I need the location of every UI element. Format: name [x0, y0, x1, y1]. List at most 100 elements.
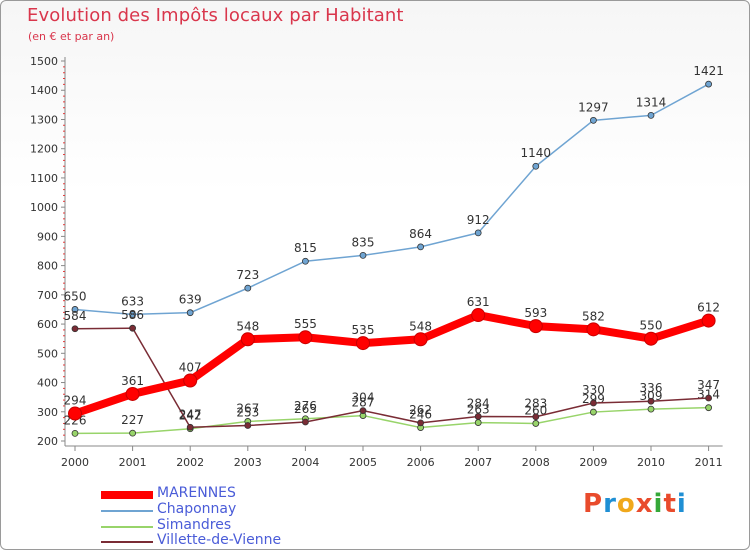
- data-point: [590, 399, 597, 407]
- y-tick-label: 1200: [30, 143, 58, 156]
- data-label: 593: [524, 306, 547, 320]
- data-label: 555: [294, 317, 317, 331]
- data-label: 912: [467, 213, 490, 227]
- chart-subtitle: (en € et par an): [28, 30, 115, 43]
- y-tick-label: 900: [37, 230, 58, 243]
- data-point: [186, 309, 194, 317]
- data-point: [528, 319, 543, 334]
- data-label: 246: [409, 408, 432, 422]
- series-line-simandres: [74, 406, 710, 435]
- x-tick-label: 2001: [119, 456, 147, 469]
- data-label: 263: [467, 403, 490, 417]
- data-label: 639: [179, 293, 202, 307]
- data-label: 347: [697, 378, 720, 392]
- data-label: 253: [236, 406, 259, 420]
- data-point: [301, 257, 309, 265]
- data-label: 1314: [636, 95, 667, 109]
- logo-letter: x: [635, 489, 654, 519]
- data-point: [705, 394, 712, 402]
- data-point: [186, 423, 194, 431]
- data-label: 262: [409, 403, 432, 417]
- legend-label: Simandres: [157, 517, 232, 533]
- data-point: [647, 405, 655, 413]
- data-point: [647, 397, 655, 405]
- legend-label: MARENNES: [157, 485, 236, 501]
- y-tick-label: 1300: [30, 113, 58, 126]
- chart-title: Evolution des Impôts locaux par Habitant: [27, 5, 404, 26]
- data-label: 550: [640, 319, 663, 333]
- data-label: 1297: [578, 100, 609, 114]
- data-label: 267: [236, 401, 259, 415]
- data-label: 330: [582, 383, 605, 397]
- y-tick-label: 1400: [30, 84, 58, 97]
- data-point: [71, 325, 79, 333]
- y-tick-label: 200: [37, 435, 58, 448]
- data-label: 584: [64, 309, 87, 323]
- data-point: [71, 306, 79, 313]
- data-point: [298, 330, 313, 345]
- data-label: 815: [294, 241, 317, 255]
- data-point: [68, 406, 82, 421]
- data-label: 1421: [693, 64, 724, 78]
- data-point: [244, 284, 252, 292]
- data-label: 304: [352, 391, 375, 405]
- data-point: [532, 162, 540, 170]
- data-point: [244, 422, 252, 429]
- series-line-villette-de-vienne: [74, 327, 710, 429]
- data-label: 283: [524, 397, 547, 411]
- series-line-marennes: [71, 311, 713, 418]
- data-point: [474, 229, 482, 237]
- series-line-chaponnay: [74, 83, 710, 316]
- x-tick-label: 2010: [637, 456, 665, 469]
- y-tick-label: 800: [37, 260, 58, 273]
- data-point: [532, 413, 540, 421]
- data-label: 287: [352, 396, 375, 410]
- data-point: [301, 418, 309, 426]
- logo-letter: P: [583, 489, 604, 519]
- data-label: 265: [294, 402, 317, 416]
- x-tick-label: 2007: [464, 456, 492, 469]
- data-label: 294: [64, 394, 87, 408]
- data-point: [647, 111, 655, 119]
- data-label: 336: [640, 381, 663, 395]
- data-point: [359, 407, 367, 415]
- y-tick-label: 500: [37, 347, 58, 360]
- data-point: [590, 408, 597, 416]
- data-label: 835: [352, 235, 375, 249]
- data-point: [183, 373, 198, 388]
- x-tick-label: 2008: [522, 456, 550, 469]
- x-tick-label: 2009: [579, 456, 607, 469]
- x-tick-label: 2004: [291, 456, 319, 469]
- logo-letter: t: [663, 489, 677, 519]
- data-point: [413, 332, 428, 347]
- data-label: 723: [236, 268, 259, 282]
- data-label: 582: [582, 309, 605, 323]
- data-point: [474, 419, 482, 426]
- data-point: [359, 251, 367, 259]
- data-label: 548: [409, 319, 432, 333]
- data-point: [129, 311, 137, 318]
- legend-swatch: [101, 541, 153, 543]
- data-point: [705, 80, 712, 88]
- legend-swatch: [101, 510, 153, 512]
- data-label: 407: [179, 360, 202, 374]
- data-label: 309: [640, 389, 663, 403]
- data-label: 361: [121, 374, 144, 388]
- data-point: [356, 336, 370, 351]
- data-label: 633: [121, 294, 144, 308]
- data-label: 276: [294, 399, 317, 413]
- x-tick-label: 2003: [234, 456, 262, 469]
- data-point: [417, 419, 425, 427]
- data-point: [471, 308, 486, 323]
- y-tick-label: 400: [37, 377, 58, 390]
- data-point: [590, 116, 597, 124]
- data-label: 650: [64, 289, 87, 303]
- x-tick-label: 2011: [695, 456, 723, 469]
- data-point: [125, 386, 140, 401]
- logo-letter: o: [616, 489, 636, 519]
- data-label: 284: [467, 396, 490, 410]
- data-label: 864: [409, 227, 432, 241]
- data-label: 612: [697, 301, 720, 315]
